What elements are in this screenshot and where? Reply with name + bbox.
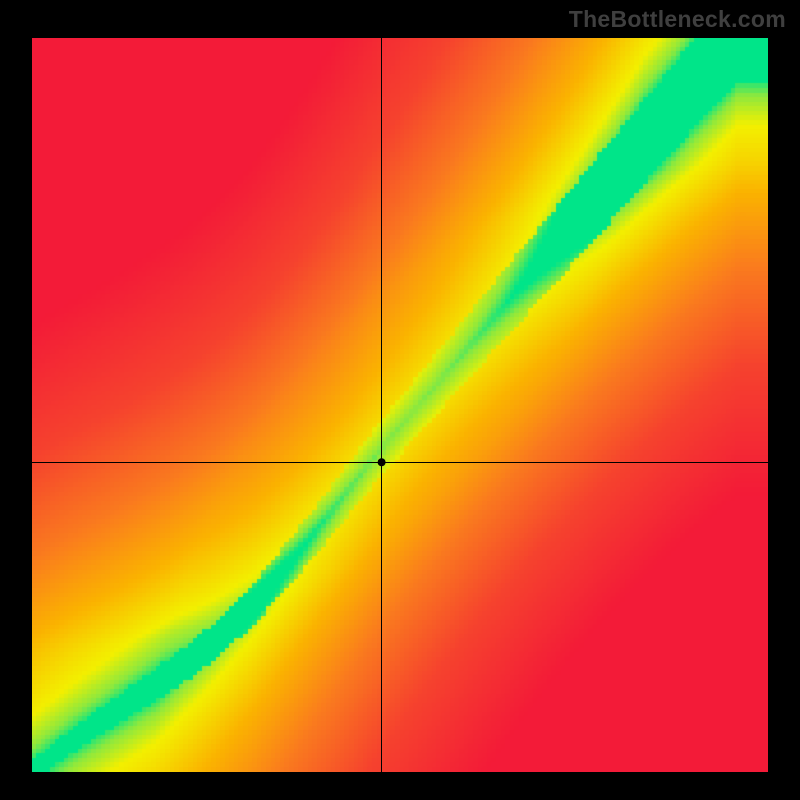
chart-frame: TheBottleneck.com <box>0 0 800 800</box>
heatmap-plot <box>32 38 768 772</box>
heatmap-canvas <box>32 38 768 772</box>
watermark-text: TheBottleneck.com <box>569 6 786 33</box>
